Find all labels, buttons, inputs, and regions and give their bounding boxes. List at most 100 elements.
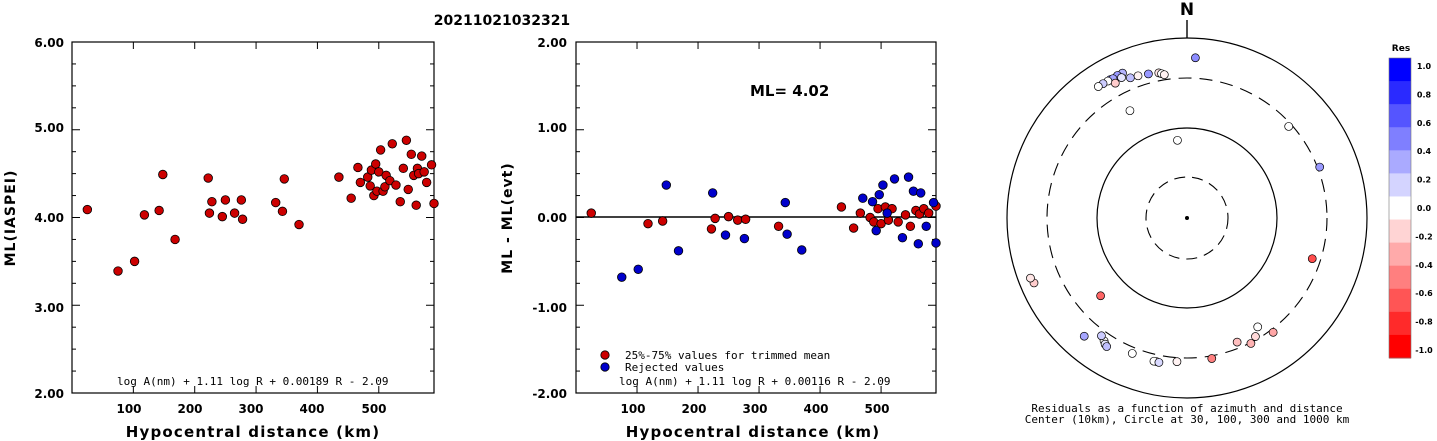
data-point [867,197,878,207]
data-point [732,215,743,225]
data-point [931,238,941,248]
y-tick-label: 5.00 [34,121,64,135]
data-point [426,160,437,170]
data-point [353,162,363,173]
station-point [1133,71,1143,81]
data-point [586,208,596,218]
y-tick-label: -1.00 [532,301,567,315]
data-point [706,224,717,234]
colorbar-cell [1389,173,1411,197]
data-point [346,193,356,203]
colorbar-tick-label: -1.0 [1415,346,1433,355]
data-point [411,200,421,210]
colorbar-tick-label: 0.2 [1417,176,1431,185]
station-point [1097,331,1106,341]
data-point [406,149,416,160]
data-point [158,169,168,180]
y-tick-label: -2.00 [532,387,567,401]
data-point [334,172,344,182]
station-point [1093,82,1103,91]
data-point [893,217,903,227]
data-point [294,219,304,230]
data-point [916,188,926,198]
north-label: N [1180,0,1194,20]
data-point [913,239,924,249]
range-circle-100km [1096,127,1278,309]
station-point [1154,358,1164,367]
y-tick-label: 2.00 [34,387,64,401]
data-point [277,206,288,217]
colorbar-cell [1389,196,1411,221]
data-point [643,218,653,229]
data-point [673,246,684,256]
data-point [782,229,792,239]
x-tick-label: 200 [177,402,202,416]
station-point [1125,106,1135,116]
colorbar-tick-label: -0.2 [1415,232,1433,241]
data-point [365,181,375,191]
data-point [773,221,784,231]
tick-marks [576,41,936,394]
colorbar-tick-label: 0.0 [1417,204,1432,213]
station-point [1284,122,1294,131]
data-point [170,234,180,245]
ml-residual-panel: 2.00 1.00 0.00 -1.00 -2.00 100 200 300 4… [500,36,941,441]
x-axis-label: Hypocentral distance (km) [626,423,881,441]
formula-text: log A(nm) + 1.11 log R + 0.00189 R - 2.0… [117,375,389,388]
colorbar-cell [1389,127,1411,151]
x-tick-label: 100 [116,402,141,416]
x-tick-label: 200 [681,402,706,416]
data-point [740,214,751,224]
station-point [1251,332,1260,341]
caption-line-1: Residuals as a function of azimuth and d… [1031,402,1342,415]
range-circle-30km [1145,176,1229,260]
station-point [1307,254,1317,264]
caption-line-2: Center (10km), Circle at 30, 100, 300 an… [1025,413,1350,426]
colorbar-cell [1389,104,1411,128]
range-circle-1000km [1006,37,1368,399]
data-point [421,177,432,188]
colorbar-labels: 1.0 0.8 0.6 0.4 0.2 0.0 -0.2 -0.4 -0.6 -0.8 -1.0 [1415,62,1433,355]
data-point [661,180,672,190]
colorbar-cell [1389,58,1411,82]
data-point [236,195,247,205]
data-point [391,180,401,190]
station-point [1207,354,1217,363]
data-point [203,173,213,183]
station-point [1144,69,1153,79]
data-point [380,182,390,192]
data-point [848,223,859,233]
data-point [113,266,123,276]
data-point [878,180,888,190]
data-point [82,204,93,215]
x-tick-label: 500 [361,402,386,416]
data-point [905,221,916,231]
station-point [1315,162,1325,172]
data-point [633,264,643,274]
data-point [207,197,217,207]
data-point [897,232,908,243]
data-point [780,197,790,208]
station-points [1026,53,1325,367]
chart-title: 20211021032321 [434,13,570,29]
plot-frame [71,41,435,394]
legend-label-trimmed: 25%-75% values for trimmed mean [625,349,830,362]
station-point [1173,135,1182,145]
data-point [855,208,866,218]
residual-colorbar: Res 1.0 0.8 0.6 0.4 0.2 0.0 -0.2 -0.4 -0.6 -0.8 -1… [1388,44,1433,359]
data-point [707,188,718,198]
data-point [882,208,892,218]
data-point [836,202,847,212]
tick-marks [72,41,434,394]
data-point [229,208,240,218]
station-point [1110,78,1120,88]
data-point [797,245,807,255]
station-point [1246,339,1256,348]
data-point [375,145,386,155]
x-tick-label: 300 [238,402,263,416]
data-point [429,198,439,209]
data-point [900,210,911,220]
colorbar-tick-label: 0.8 [1417,90,1432,99]
data-point [220,195,231,205]
x-tick-label: 300 [742,402,767,416]
